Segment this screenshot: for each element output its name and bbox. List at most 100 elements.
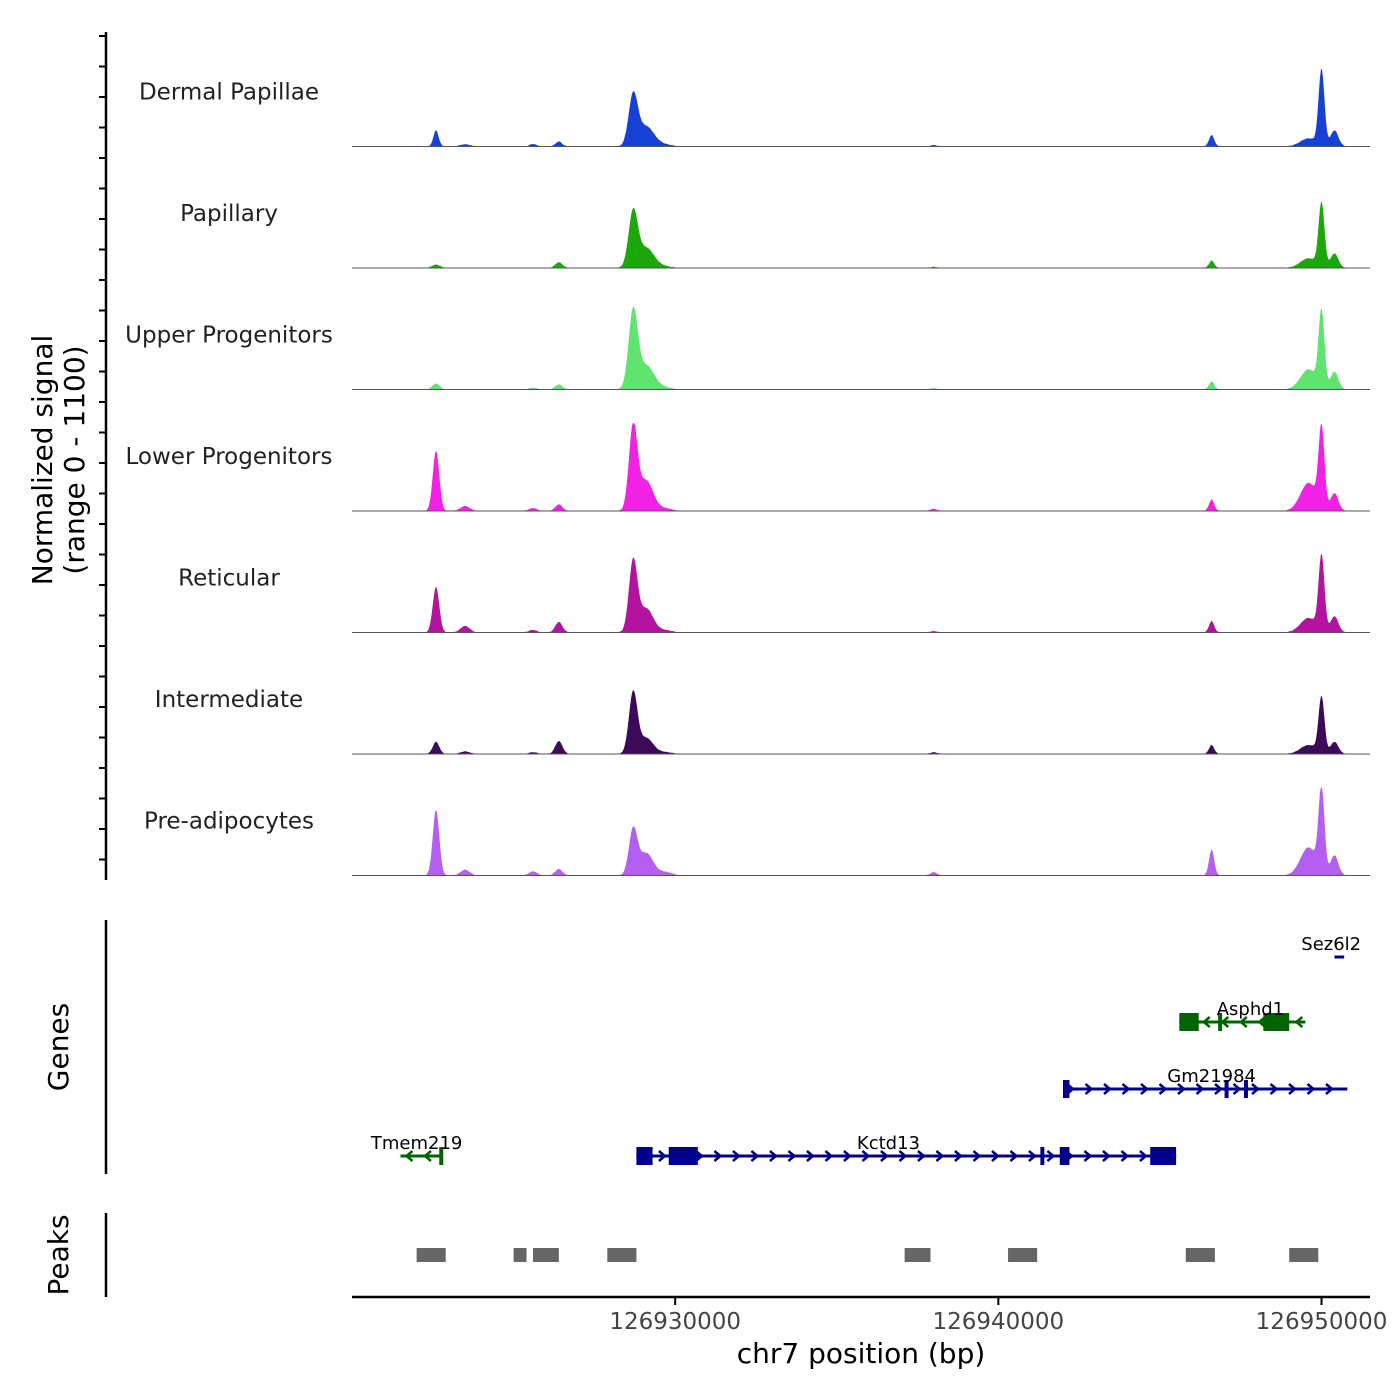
strand-arrow: [843, 1150, 852, 1162]
strand-arrow: [1009, 1150, 1019, 1162]
x-axis-ticks: 126930000 126940000 126950000: [609, 1297, 1387, 1335]
exon: [1243, 1080, 1248, 1098]
exon: [668, 1147, 698, 1165]
coverage-area: [352, 553, 1370, 633]
gene-model: Gm21984: [1062, 1066, 1348, 1098]
strand-arrow: [423, 1150, 432, 1162]
strand-arrow: [658, 1150, 667, 1162]
gene-model: Asphd1: [1179, 999, 1306, 1031]
strand-arrow: [954, 1150, 963, 1162]
gene-model: Kctd13: [636, 1133, 1177, 1165]
strand-arrow: [1046, 1150, 1056, 1162]
gene-label: Tmem219: [370, 1133, 463, 1154]
strand-arrow: [713, 1150, 723, 1162]
peak-region: [607, 1248, 637, 1262]
coverage-area: [352, 787, 1370, 876]
strand-arrow: [824, 1150, 834, 1162]
strand-arrow: [1139, 1150, 1148, 1162]
peak-region: [904, 1248, 931, 1262]
strand-arrow: [1201, 1016, 1211, 1028]
strand-arrow: [695, 1150, 704, 1162]
gene-label: Sez6l2: [1301, 934, 1361, 955]
exon: [1263, 1013, 1290, 1031]
exon: [1179, 1013, 1199, 1031]
exon: [1218, 1013, 1223, 1031]
y-axis-title: Normalized signal (range 0 - 1100): [26, 335, 91, 586]
strand-arrow: [1251, 1083, 1260, 1095]
strand-arrow: [1120, 1150, 1130, 1162]
coverage-area: [352, 690, 1370, 754]
strand-arrow: [1028, 1150, 1037, 1162]
coverage-area: [352, 306, 1370, 390]
exon: [1040, 1147, 1045, 1165]
peak-region: [1008, 1248, 1038, 1262]
exon: [1059, 1147, 1070, 1165]
strand-arrow: [1177, 1083, 1186, 1095]
track-label: Upper Progenitors: [125, 323, 333, 349]
strand-arrow: [1294, 1016, 1304, 1028]
peak-region: [1185, 1248, 1215, 1262]
strand-arrow: [861, 1150, 871, 1162]
coverage-area: [352, 423, 1370, 511]
exon: [439, 1147, 444, 1165]
x-tick-label: 126930000: [609, 1309, 741, 1335]
strand-arrow: [769, 1150, 778, 1162]
peak-region: [513, 1248, 527, 1262]
exon: [636, 1147, 653, 1165]
strand-arrow: [880, 1150, 889, 1162]
strand-arrow: [898, 1150, 908, 1162]
strand-arrow: [1306, 1083, 1316, 1095]
track-label: Intermediate: [155, 687, 303, 713]
track-label: Dermal Papillae: [139, 80, 319, 106]
coverage-tracks: Dermal Papillae Papillary Upper Progenitor…: [125, 69, 1370, 876]
gene-label: Asphd1: [1217, 999, 1284, 1020]
gene-annotations: Sez6l2 Asphd1 Gm21984 Tmem219 Kctd13: [370, 934, 1361, 1165]
track-label: Papillary: [180, 201, 278, 227]
x-axis-title: chr7 position (bp): [737, 1337, 986, 1370]
exon: [1150, 1147, 1177, 1165]
strand-arrow: [1140, 1083, 1149, 1095]
coverage-track: Papillary: [180, 201, 1370, 269]
strand-arrow: [750, 1150, 760, 1162]
coverage-track: Intermediate: [155, 687, 1370, 755]
strand-arrow: [1083, 1150, 1093, 1162]
strand-arrow: [1288, 1083, 1297, 1095]
strand-arrow: [1238, 1016, 1248, 1028]
track-label: Lower Progenitors: [126, 444, 333, 470]
y-axis-title-line2: (range 0 - 1100): [58, 345, 91, 574]
peak-regions: [416, 1248, 1319, 1262]
coverage-area: [352, 69, 1370, 147]
strand-arrow: [404, 1150, 414, 1162]
strand-arrow: [1257, 1016, 1267, 1028]
peak-region: [416, 1248, 446, 1262]
strand-arrow: [732, 1150, 741, 1162]
coverage-y-ticks: [99, 35, 106, 861]
track-label: Pre-adipocytes: [144, 809, 314, 835]
coverage-area: [352, 201, 1370, 268]
strand-arrow: [1103, 1083, 1112, 1095]
x-tick-label: 126940000: [932, 1309, 1064, 1335]
strand-arrow: [1220, 1016, 1230, 1028]
strand-arrow: [1269, 1083, 1279, 1095]
strand-arrow: [1158, 1083, 1168, 1095]
coverage-track: Dermal Papillae: [139, 69, 1370, 147]
strand-arrow: [1121, 1083, 1131, 1095]
exon: [1224, 1080, 1229, 1098]
peak-region: [532, 1248, 559, 1262]
strand-arrow: [1102, 1150, 1111, 1162]
gene-model: Sez6l2: [1301, 934, 1361, 959]
exon: [1062, 1080, 1070, 1098]
strand-arrow: [935, 1150, 945, 1162]
strand-arrow: [1232, 1083, 1242, 1095]
strand-arrow: [1195, 1083, 1205, 1095]
coverage-track: Pre-adipocytes: [144, 787, 1370, 876]
genes-axis-title: Genes: [42, 1003, 75, 1091]
coverage-track: Upper Progenitors: [125, 306, 1370, 390]
x-tick-label: 126950000: [1256, 1309, 1388, 1335]
strand-arrow: [1325, 1083, 1334, 1095]
coverage-track: Lower Progenitors: [126, 423, 1370, 512]
y-axis-title-line1: Normalized signal: [26, 335, 59, 586]
strand-arrow: [917, 1150, 926, 1162]
strand-arrow: [806, 1150, 815, 1162]
